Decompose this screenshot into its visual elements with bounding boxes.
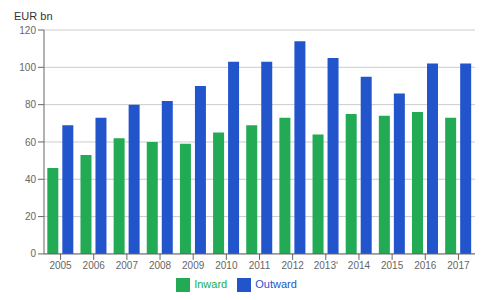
svg-text:2005: 2005: [49, 260, 72, 271]
svg-text:2009: 2009: [182, 260, 205, 271]
svg-text:2012: 2012: [282, 260, 305, 271]
svg-text:2006: 2006: [83, 260, 106, 271]
svg-text:2011: 2011: [249, 260, 271, 271]
svg-text:80: 80: [25, 99, 37, 110]
svg-text:40: 40: [25, 174, 37, 185]
svg-text:60: 60: [25, 137, 37, 148]
html-text:Outward: Outward: [255, 277, 297, 290]
html-text:EUR bn: EUR bn: [14, 10, 53, 22]
svg-text:120: 120: [19, 25, 36, 36]
svg-text:100: 100: [19, 62, 36, 73]
svg-text:2013ʹ: 2013ʹ: [314, 260, 338, 271]
svg-text:2017: 2017: [447, 260, 470, 271]
svg-text:2016: 2016: [414, 260, 437, 271]
svg-text:2008: 2008: [149, 260, 172, 271]
svg-text:0: 0: [30, 248, 36, 259]
svg-text:20: 20: [25, 211, 37, 222]
svg-text:2014: 2014: [348, 260, 371, 271]
html-text:Inward: Inward: [194, 277, 228, 290]
svg-text:2010: 2010: [215, 260, 238, 271]
svg-text:2007: 2007: [116, 260, 139, 271]
svg-text:2015: 2015: [381, 260, 404, 271]
